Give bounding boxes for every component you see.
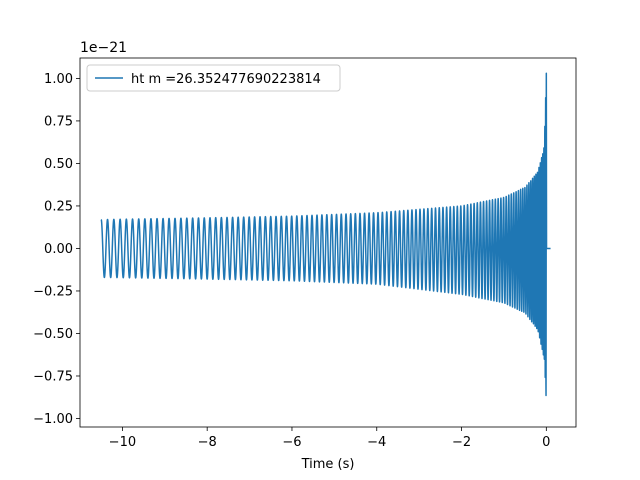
- x-tick-label: 0: [542, 435, 550, 450]
- y-tick-label: −0.75: [33, 369, 73, 384]
- y-tick-label: 0.25: [44, 199, 73, 214]
- x-tick-label: −4: [367, 435, 386, 450]
- y-tick-label: 0.75: [44, 114, 73, 129]
- x-axis-label: Time (s): [301, 457, 355, 472]
- y-tick-label: −0.50: [33, 327, 73, 342]
- plot-frame: [79, 57, 577, 428]
- legend-entry-label: ht m =26.352477690223814: [131, 72, 321, 87]
- x-axis: −10 −8 −6 −4 −2 0: [109, 427, 550, 450]
- legend: ht m =26.352477690223814: [86, 64, 341, 92]
- y-tick-label: 1.00: [44, 72, 73, 87]
- series-line-ht: [100, 72, 551, 397]
- x-tick-label: −10: [109, 435, 136, 450]
- legend-box: [86, 64, 341, 92]
- y-tick-label: −0.25: [33, 284, 73, 299]
- y-tick-label: 0.00: [44, 242, 73, 257]
- y-offset-label: 1e−21: [80, 40, 127, 56]
- x-tick-label: −2: [452, 435, 471, 450]
- plot-area: [79, 57, 577, 428]
- y-axis: 1.00 0.75 0.50 0.25 0.00 −0.25 −0.50 −0.75 −1.00: [33, 72, 80, 427]
- y-tick-label: 0.50: [44, 157, 73, 172]
- x-tick-label: −6: [282, 435, 301, 450]
- x-tick-label: −8: [198, 435, 217, 450]
- y-tick-label: −1.00: [33, 412, 73, 427]
